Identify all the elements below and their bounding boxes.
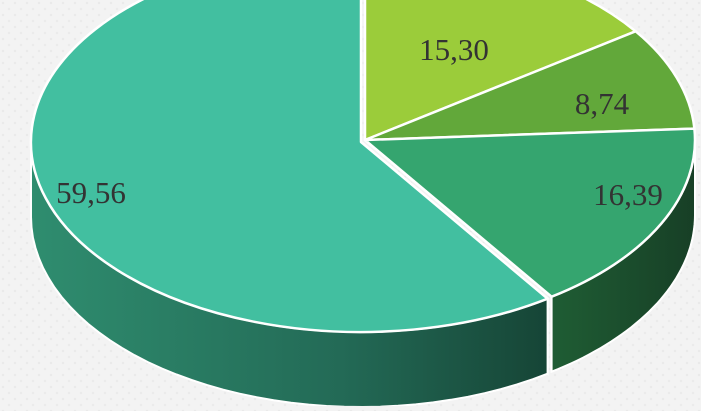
pie-slice-15-30: [363, 0, 637, 142]
data-label-59-56: 59,56: [56, 175, 126, 210]
pie-slice-59-56: [29, 0, 549, 334]
data-label-8-74: 8,74: [575, 86, 630, 121]
pie-slice-8-74: [363, 30, 696, 142]
data-label-16-39: 16,39: [593, 177, 663, 212]
pie-slice-16-39: [363, 127, 697, 298]
pie-data-labels: 15,30 8,74 16,39 59,56: [56, 32, 663, 212]
pie-slices: [29, 0, 697, 334]
data-label-15-30: 15,30: [419, 32, 489, 67]
